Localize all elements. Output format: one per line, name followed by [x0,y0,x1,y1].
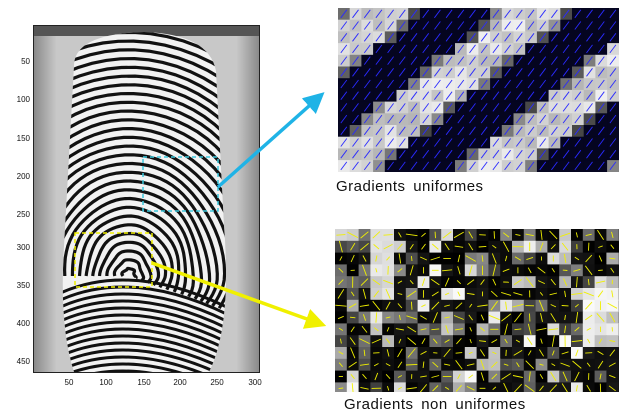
y-tick-label: 350 [16,281,30,290]
y-tick-label: 150 [16,134,30,143]
y-tick-label: 450 [16,357,30,366]
x-tick-label: 300 [248,378,262,387]
nonuniform-gradient-field [335,229,619,392]
y-tick-label: 250 [16,210,30,219]
y-tick-label: 300 [16,243,30,252]
y-tick-label: 200 [16,172,30,181]
fingerprint-image [34,26,259,372]
x-tick-label: 100 [99,378,113,387]
y-tick-label: 400 [16,319,30,328]
x-tick-label: 150 [137,378,151,387]
x-tick-label: 200 [173,378,187,387]
uniform-gradients-caption: Gradients uniformes [336,178,484,195]
nonuniform-gradients-zoom [335,229,619,392]
fingerprint-plot [33,25,260,373]
x-tick-label: 250 [210,378,224,387]
uniform-gradient-field [338,8,619,172]
uniform-gradients-zoom [338,8,619,172]
y-tick-label: 100 [16,95,30,104]
nonuniform-gradients-caption: Gradients non uniformes [344,396,526,413]
y-tick-label: 50 [21,57,30,66]
x-tick-label: 50 [64,378,74,387]
